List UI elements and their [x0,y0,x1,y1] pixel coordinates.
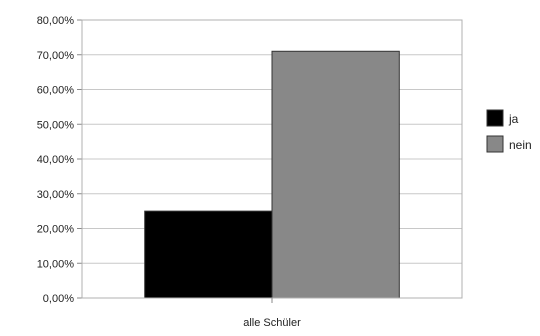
y-tick-label: 40,00% [37,154,75,166]
y-axis-tick-labels: 0,00% 10,00% 20,00% 30,00% 40,00% 50,00% 60,00… [37,15,82,305]
legend-label-ja: ja [508,112,519,126]
x-tick-label: alle Schüler [243,317,301,329]
x-axis: alle Schüler [243,298,301,329]
bars [144,50,400,299]
y-tick-label: 80,00% [37,15,75,27]
legend-swatch-nein [486,135,504,153]
bar-ja [144,210,273,299]
y-tick-label: 10,00% [37,258,75,270]
bar-nein [271,50,400,299]
legend: ja nein [486,109,532,153]
y-tick-label: 50,00% [37,119,75,131]
y-tick-label: 0,00% [43,293,74,305]
y-tick-label: 70,00% [37,50,75,62]
y-tick-label: 30,00% [37,189,75,201]
y-tick-label: 60,00% [37,85,75,97]
legend-swatch-ja [486,109,504,127]
y-tick-label: 20,00% [37,224,75,236]
legend-label-nein: nein [509,138,532,152]
